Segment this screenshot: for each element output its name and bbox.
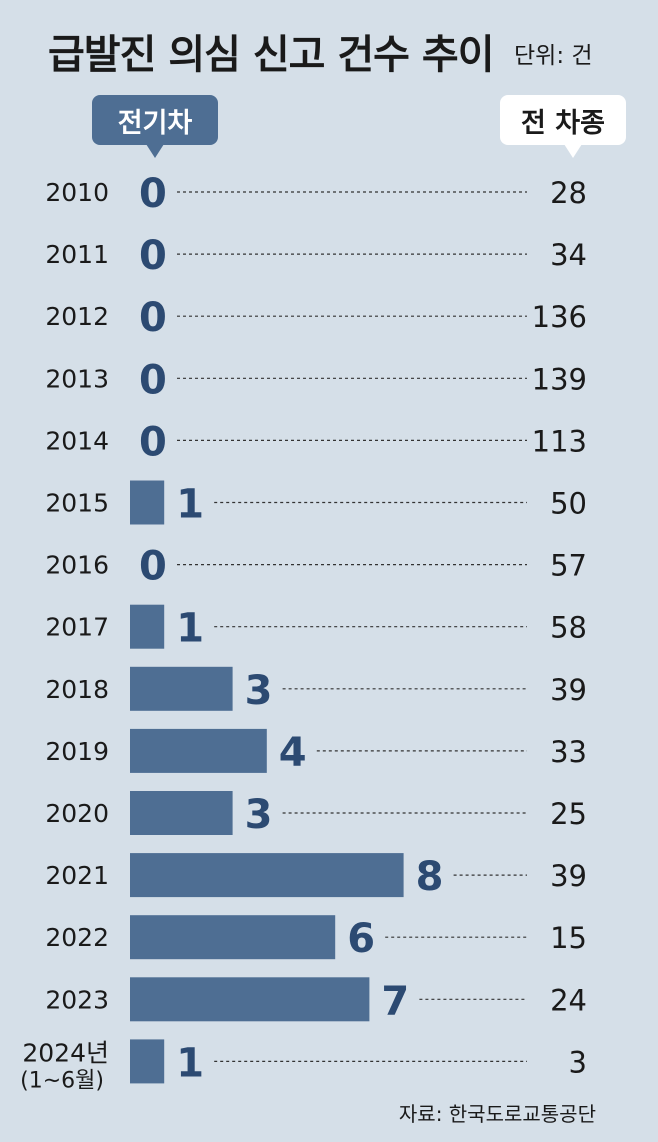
category-label: 2016 bbox=[45, 551, 109, 580]
all-value-label: 113 bbox=[532, 424, 587, 458]
legend-all-label: 전 차종 bbox=[521, 107, 605, 139]
ev-value-label: 3 bbox=[245, 792, 273, 838]
ev-bar bbox=[130, 977, 370, 1022]
all-value-label: 34 bbox=[550, 238, 587, 272]
all-value-label: 58 bbox=[550, 611, 587, 645]
legend-ev-label: 전기차 bbox=[117, 107, 193, 139]
all-value-label: 33 bbox=[550, 735, 587, 769]
all-value-label: 136 bbox=[532, 300, 587, 334]
ev-value-label: 0 bbox=[139, 357, 167, 403]
category-label: 2020 bbox=[45, 799, 109, 828]
category-label: 2021 bbox=[45, 861, 109, 890]
ev-value-label: 1 bbox=[176, 482, 204, 528]
category-label: 2014 bbox=[45, 426, 109, 455]
ev-value-label: 8 bbox=[416, 854, 444, 900]
category-note: (1~6월) bbox=[20, 1068, 104, 1093]
category-label: 2012 bbox=[45, 302, 109, 331]
ev-bar bbox=[130, 604, 165, 649]
ev-value-label: 1 bbox=[176, 1040, 204, 1086]
category-label: 2010 bbox=[45, 178, 109, 207]
chart-title: 급발진 의심 신고 건수 추이 bbox=[48, 32, 495, 78]
category-label: 2022 bbox=[45, 923, 109, 952]
all-value-label: 15 bbox=[550, 921, 587, 955]
category-label: 2013 bbox=[45, 364, 109, 393]
ev-value-label: 0 bbox=[139, 419, 167, 465]
ev-bar bbox=[130, 853, 404, 898]
legend-all-pointer-icon bbox=[564, 144, 582, 158]
ev-value-label: 7 bbox=[381, 978, 409, 1024]
ev-value-label: 0 bbox=[139, 544, 167, 590]
all-value-label: 25 bbox=[550, 797, 587, 831]
ev-bar bbox=[130, 1039, 165, 1084]
category-label: 2011 bbox=[45, 240, 109, 269]
category-label: 2018 bbox=[45, 675, 109, 704]
legend-ev-pointer-icon bbox=[146, 144, 164, 158]
category-label: 2024년 bbox=[22, 1038, 109, 1067]
ev-value-label: 0 bbox=[139, 171, 167, 217]
ev-value-label: 6 bbox=[347, 916, 375, 962]
ev-value-label: 0 bbox=[139, 295, 167, 341]
legend-ev-bubble: 전기차 bbox=[92, 95, 218, 158]
all-value-label: 3 bbox=[569, 1045, 587, 1079]
all-value-label: 24 bbox=[550, 983, 587, 1017]
category-label: 2015 bbox=[45, 489, 109, 518]
ev-bar bbox=[130, 728, 267, 773]
ev-bar bbox=[130, 791, 233, 835]
ev-value-label: 3 bbox=[245, 668, 273, 714]
category-label: 2023 bbox=[45, 985, 109, 1014]
unit-label: 단위: 건 bbox=[514, 43, 593, 69]
ev-value-label: 1 bbox=[176, 606, 204, 652]
all-value-label: 39 bbox=[550, 859, 587, 893]
legend-all-bubble: 전 차종 bbox=[500, 95, 626, 158]
ev-bar bbox=[130, 915, 336, 960]
all-value-label: 28 bbox=[550, 176, 587, 210]
all-value-label: 39 bbox=[550, 673, 587, 707]
source-note: 자료: 한국도로교통공단 bbox=[398, 1102, 596, 1126]
all-value-label: 57 bbox=[550, 549, 587, 583]
category-label: 2019 bbox=[45, 737, 109, 766]
ev-bar bbox=[130, 666, 233, 711]
ev-bar bbox=[130, 480, 165, 525]
all-value-label: 139 bbox=[532, 362, 587, 396]
ev-value-label: 4 bbox=[279, 730, 307, 776]
all-value-label: 50 bbox=[550, 487, 587, 521]
ev-value-label: 0 bbox=[139, 233, 167, 279]
category-label: 2017 bbox=[45, 613, 109, 642]
